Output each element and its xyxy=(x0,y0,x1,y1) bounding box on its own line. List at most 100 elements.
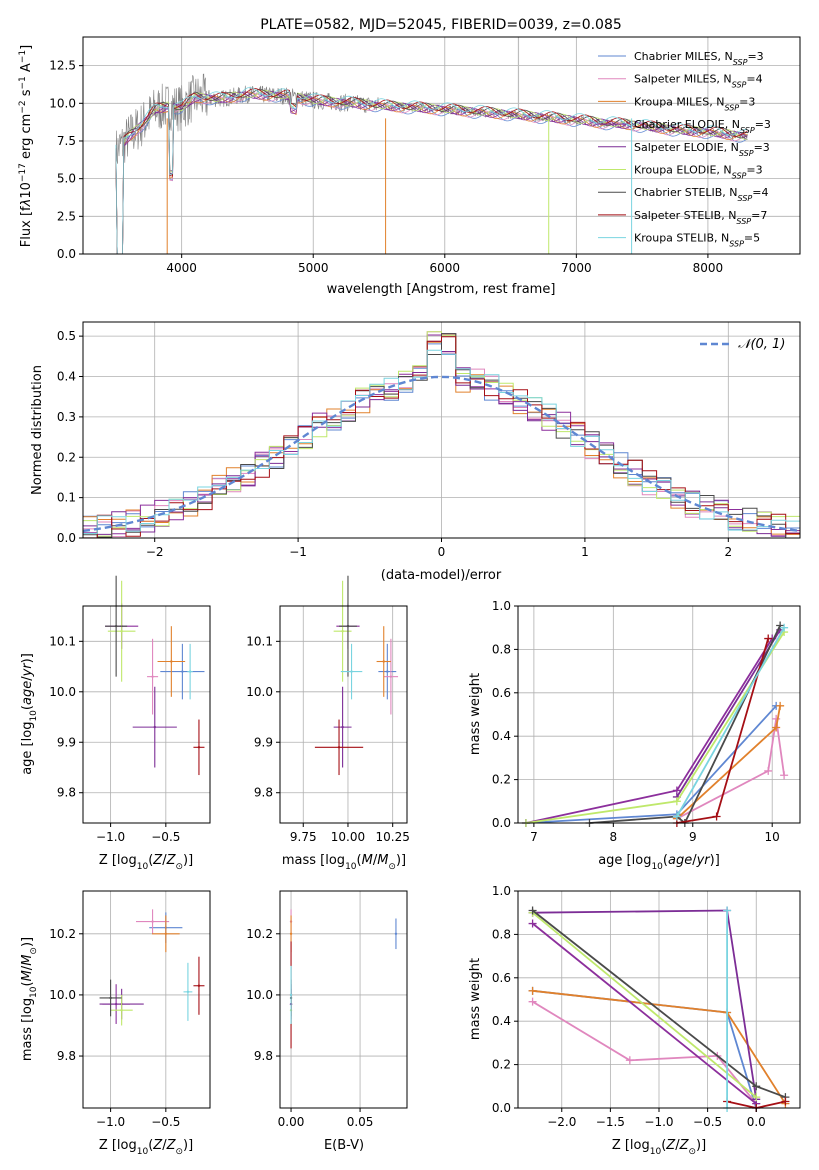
data-point xyxy=(382,660,385,663)
age-vs-Z-points xyxy=(105,575,205,776)
x-tick-label: −0.5 xyxy=(151,1115,180,1129)
x-tick-label: 0.00 xyxy=(278,1115,305,1129)
normal-curve xyxy=(82,375,801,533)
residual-histogram xyxy=(83,349,800,534)
x-tick-label: −1.0 xyxy=(96,830,125,844)
y-tick-label: 2.5 xyxy=(57,209,76,223)
weight-marker xyxy=(764,634,773,643)
x-tick-label: −2 xyxy=(146,545,164,559)
data-point xyxy=(151,920,154,923)
y-tick-label: 1.0 xyxy=(492,599,511,613)
model-spectrum-line xyxy=(115,89,748,255)
data-point xyxy=(197,746,201,749)
x-tick-label: −1.5 xyxy=(596,1115,625,1129)
spectrum-legend: Chabrier MILES, NSSP=3 Salpeter MILES, NS… xyxy=(598,50,771,248)
x-tick-label: 0 xyxy=(438,545,446,559)
y-tick-label: 0.4 xyxy=(57,370,76,384)
residuals-xlabel: (data-model)/error xyxy=(381,568,502,583)
p3-xlabel: Z [log10(Z/Z⊙)] xyxy=(99,853,193,872)
data-point xyxy=(151,675,154,678)
y-tick-label: 10.2 xyxy=(246,927,273,941)
data-point xyxy=(389,675,393,678)
data-point xyxy=(114,624,118,628)
y-tick-label: 0.2 xyxy=(492,773,511,787)
x-tick-label: −1.0 xyxy=(96,1115,125,1129)
x-tick-label: −1 xyxy=(289,545,307,559)
y-tick-label: 0.0 xyxy=(57,531,76,545)
x-tick-label: 5000 xyxy=(298,261,329,275)
mass-weight-vs-age-lines xyxy=(521,621,789,827)
weight-line xyxy=(532,1000,757,1105)
y-tick-label: 0.0 xyxy=(492,1101,511,1115)
y-tick-label: 0.1 xyxy=(57,491,76,505)
x-tick-label: 7000 xyxy=(561,261,592,275)
data-point xyxy=(337,746,341,749)
legend-entry: Salpeter MILES, NSSP=4 xyxy=(634,73,763,90)
panel-mass-weight-vs-age: 7 8 9 10 0.0 0.2 0.4 0.6 0.8 1.0 age [log10(age/y… xyxy=(468,599,801,872)
model-spectrum-line xyxy=(115,91,748,255)
y-tick-label: 0.0 xyxy=(57,247,76,261)
legend-entry: Chabrier STELIB, NSSP=4 xyxy=(634,186,768,203)
weight-marker xyxy=(528,906,537,915)
data-point xyxy=(197,984,201,987)
y-tick-label: 5.0 xyxy=(57,172,76,186)
x-tick-label: 8 xyxy=(610,830,618,844)
y-tick-label: 10.0 xyxy=(49,685,76,699)
weight-marker xyxy=(672,797,681,806)
x-tick-label: 6000 xyxy=(430,261,461,275)
legend-entry: Kroupa STELIB, NSSP=5 xyxy=(634,232,760,249)
y-tick-label: 0.2 xyxy=(57,450,76,464)
panel-residuals: −2 −1 0 1 2 0.0 0.1 0.2 0.3 0.4 0.5 (data-model)/e… xyxy=(30,321,801,583)
y-tick-label: 0.3 xyxy=(57,410,76,424)
y-tick-label: 10.0 xyxy=(49,988,76,1002)
spectrum-ylabel: Flux [fλ10−17 erg cm−2 s−1 A−1] xyxy=(18,45,34,247)
spectrum-title: PLATE=0582, MJD=52045, FIBERID=0039, z=0… xyxy=(260,17,622,33)
y-tick-label: 0.6 xyxy=(492,686,511,700)
weight-line xyxy=(676,627,785,817)
x-tick-label: 9 xyxy=(689,830,697,844)
mass-vs-Z-points xyxy=(99,909,205,1026)
y-tick-label: 1.0 xyxy=(492,884,511,898)
data-point xyxy=(386,670,389,673)
data-point xyxy=(394,932,398,935)
y-tick-label: 10.0 xyxy=(49,96,76,110)
p6-ylabel: mass [log10(M/M⊙)] xyxy=(20,937,39,1061)
data-point xyxy=(289,932,293,935)
weight-line xyxy=(532,912,757,1098)
spectrum-series xyxy=(115,37,748,255)
legend-entry: Salpeter ELODIE, NSSP=3 xyxy=(634,141,770,158)
weight-marker xyxy=(528,919,537,928)
data-point xyxy=(188,670,192,673)
y-tick-label: 9.8 xyxy=(57,786,76,800)
x-tick-label: 7 xyxy=(530,830,538,844)
y-tick-label: 0.2 xyxy=(492,1058,511,1072)
weight-marker xyxy=(528,986,537,995)
y-tick-label: 0.4 xyxy=(492,1014,511,1028)
y-tick-label: 0.6 xyxy=(492,971,511,985)
data-point xyxy=(346,624,350,628)
x-tick-label: 9.75 xyxy=(290,830,317,844)
y-tick-label: 0.0 xyxy=(492,816,511,830)
weight-marker xyxy=(772,714,781,723)
y-tick-label: 0.4 xyxy=(492,729,511,743)
weight-marker xyxy=(781,1097,790,1106)
panel-age-vs-Z: −1.0 −0.5 9.8 9.9 10.0 10.1 Z [log10(Z/Z⊙)] a… xyxy=(20,575,211,872)
model-spectrum-line xyxy=(115,93,748,255)
spectrum-xlabel: wavelength [Angstrom, rest frame] xyxy=(327,282,556,297)
x-tick-label: 1 xyxy=(581,545,589,559)
x-tick-label: 10.25 xyxy=(376,830,410,844)
y-tick-label: 9.8 xyxy=(254,1049,273,1063)
data-point xyxy=(120,630,123,633)
data-point xyxy=(120,1008,123,1012)
panel-spectrum: PLATE=0582, MJD=52045, FIBERID=0039, z=0… xyxy=(18,17,801,297)
weight-marker xyxy=(528,997,537,1006)
legend-entry: Kroupa ELODIE, NSSP=3 xyxy=(634,164,763,181)
weight-line xyxy=(532,922,757,1105)
p7-xlabel: E(B-V) xyxy=(324,1138,364,1153)
y-tick-label: 10.2 xyxy=(49,927,76,941)
y-tick-label: 0.8 xyxy=(492,927,511,941)
legend-entry: Salpeter STELIB, NSSP=7 xyxy=(634,209,767,226)
data-point xyxy=(341,725,344,729)
x-tick-label: 8000 xyxy=(693,261,724,275)
